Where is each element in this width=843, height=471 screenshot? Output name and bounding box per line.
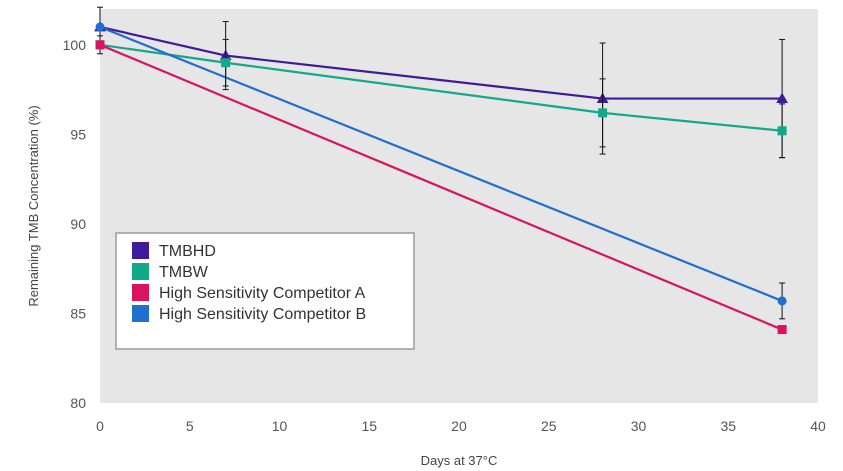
y-tick-label: 80 bbox=[70, 395, 86, 411]
x-tick-label: 10 bbox=[272, 418, 288, 434]
series-tmbw-line bbox=[99, 43, 783, 132]
x-tick-label: 5 bbox=[186, 418, 194, 434]
data-point bbox=[777, 126, 787, 136]
legend-box bbox=[115, 232, 415, 350]
series-high-sensitivity-competitor-b-markers bbox=[95, 22, 787, 320]
x-tick-label: 0 bbox=[96, 418, 104, 434]
legend-label: TMBHD bbox=[159, 243, 216, 260]
series-tmbhd-line bbox=[99, 25, 783, 100]
data-point bbox=[776, 92, 788, 104]
series-tmbw bbox=[99, 43, 783, 132]
legend-label: TMBW bbox=[159, 264, 209, 281]
x-tick-labels: 0 5 10 15 20 25 30 35 40 bbox=[96, 418, 826, 434]
x-axis-title: Days at 37°C bbox=[421, 453, 498, 468]
x-tick-label: 35 bbox=[720, 418, 736, 434]
legend-item: TMBW bbox=[132, 263, 209, 281]
data-point bbox=[777, 325, 787, 335]
legend: TMBHD TMBW High Sensitivity Competitor A Hi… bbox=[115, 232, 415, 350]
y-axis-title: Remaining TMB Concentration (%) bbox=[26, 105, 41, 306]
data-point bbox=[777, 296, 787, 306]
series-high-sensitivity-competitor-a bbox=[99, 43, 783, 331]
y-tick-label: 85 bbox=[70, 305, 86, 321]
series-layer bbox=[94, 6, 788, 335]
legend-swatch bbox=[132, 263, 149, 280]
x-tick-label: 15 bbox=[361, 418, 377, 434]
y-tick-label: 95 bbox=[70, 126, 86, 142]
x-tick-label: 30 bbox=[631, 418, 647, 434]
y-tick-label: 90 bbox=[70, 216, 86, 232]
y-tick-label: 100 bbox=[63, 37, 87, 53]
x-tick-label: 25 bbox=[541, 418, 557, 434]
series-high-sensitivity-competitor-a-markers bbox=[95, 40, 787, 335]
series-tmbhd bbox=[99, 25, 783, 100]
x-tick-label: 20 bbox=[451, 418, 467, 434]
series-high-sensitivity-competitor-b bbox=[99, 25, 783, 302]
data-point bbox=[221, 58, 231, 68]
series-high-sensitivity-competitor-b-line bbox=[99, 25, 783, 302]
legend-swatch bbox=[132, 305, 149, 322]
legend-item: TMBHD bbox=[132, 242, 216, 260]
data-point bbox=[598, 108, 608, 118]
legend-swatch bbox=[132, 284, 149, 301]
data-point bbox=[95, 40, 105, 50]
legend-swatch bbox=[132, 242, 149, 259]
series-high-sensitivity-competitor-a-line bbox=[99, 43, 783, 331]
y-tick-labels: 80 85 90 95 100 bbox=[63, 37, 87, 411]
legend-item: High Sensitivity Competitor A bbox=[132, 284, 366, 302]
data-point bbox=[95, 22, 105, 32]
legend-item: High Sensitivity Competitor B bbox=[132, 305, 366, 323]
legend-label: High Sensitivity Competitor A bbox=[159, 285, 366, 302]
legend-label: High Sensitivity Competitor B bbox=[159, 306, 366, 323]
x-tick-label: 40 bbox=[810, 418, 826, 434]
